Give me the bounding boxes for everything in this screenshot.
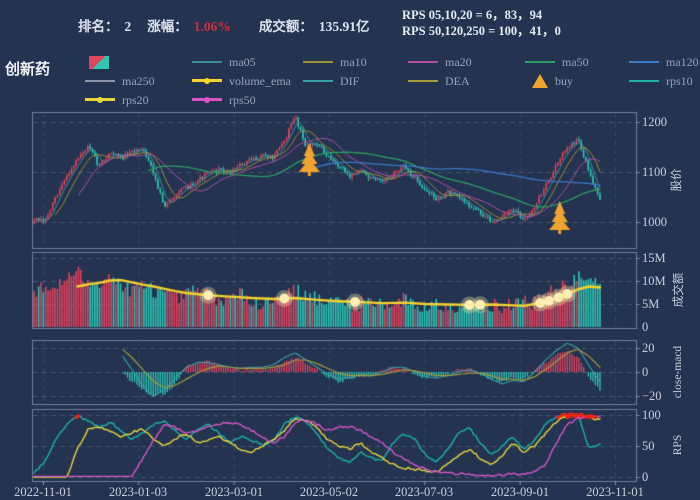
legend-item-ma10: ma10 [303,55,367,69]
rps-tick-100: 100 [642,408,661,422]
legend-label: buy [555,74,573,88]
rps-summary-line1: RPS 05,10,20 = 6，83，94 [402,8,543,22]
legend-label: ma120 [666,55,699,69]
line-swatch-icon [192,74,222,88]
price-tick-1100: 1100 [642,165,667,179]
macd-tick-0: 0 [642,365,649,379]
macd-tick-20: 20 [642,341,655,355]
legend-item-DIF: DIF [303,74,359,88]
turnover-label: 成交额： [258,19,313,34]
legend-item-ma05: ma05 [192,55,256,69]
legend-label: DIF [340,74,360,88]
price-tick-1200: 1200 [642,115,667,129]
x-tick-5: 2023-09-01 [490,485,550,499]
macd-tick-neg20: −20 [642,389,662,403]
legend-item-buy: buy [525,74,573,88]
line-swatch-icon [408,74,438,88]
legend: ma05 ma10 ma20 ma50 ma120 ma250 volume_ema DIF D… [0,0,700,112]
sector-title: 创新药 [5,62,51,78]
rps-summary: RPS 05,10,20 = 6，83，94 RPS 50,120,250 = … [402,7,561,39]
x-tick-3: 2023-05-02 [299,485,359,499]
legend-item-volume_ema: volume_ema [192,74,291,88]
line-swatch-icon [525,55,555,69]
rps-tick-50: 50 [642,439,655,453]
rank-value: 2 [124,19,132,34]
candle-icon [89,55,109,69]
legend-item-ma250: ma250 [85,74,155,88]
legend-label: ma10 [340,55,367,69]
legend-item-rps50: rps50 [192,93,256,107]
line-swatch-icon [192,93,222,107]
legend-item-candle [85,55,116,69]
x-tick-1: 2023-01-03 [108,485,168,499]
buy-triangle-icon [532,74,548,88]
legend-label: DEA [445,74,470,88]
volume-axis-label: 成交额 [673,272,685,308]
x-tick-2: 2023-03-01 [204,485,264,499]
legend-item-ma120: ma120 [629,55,699,69]
line-swatch-icon [629,74,659,88]
rps-summary-line2: RPS 50,120,250 = 100，41，0 [402,24,561,38]
legend-label: rps50 [229,93,256,107]
x-tick-4: 2023-07-03 [394,485,454,499]
legend-label: ma05 [229,55,256,69]
legend-item-ma50: ma50 [525,55,589,69]
legend-item-rps10: rps10 [629,74,693,88]
rps-axis-label: RPS [672,434,684,456]
turnover-value: 135.91亿 [318,19,370,34]
change-value: 1.06% [193,19,231,34]
legend-label: ma250 [122,74,155,88]
change-label: 涨幅： [147,19,188,34]
x-tick-0: 2022-11-01 [14,485,72,499]
volume-tick-0: 0 [642,320,649,334]
line-swatch-icon [303,55,333,69]
legend-label: ma50 [562,55,589,69]
x-tick-6: 2023-11-01 [586,485,644,499]
legend-label: rps10 [666,74,693,88]
line-swatch-icon [629,55,659,69]
line-swatch-icon [85,74,115,88]
legend-item-ma20: ma20 [408,55,472,69]
rank-label: 排名： [78,19,119,34]
volume-tick-5m: 5M [642,297,660,311]
header-stats: 排名： 2 涨幅： 1.06% 成交额： 135.91亿 [78,15,370,35]
legend-item-DEA: DEA [408,74,470,88]
line-swatch-icon [303,74,333,88]
line-swatch-icon [408,55,438,69]
volume-tick-15m: 15M [642,251,666,265]
volume-tick-10m: 10M [642,274,666,288]
price-tick-1000: 1000 [642,215,667,229]
legend-label: rps20 [122,93,149,107]
line-swatch-icon [192,55,222,69]
rps-tick-0: 0 [642,470,649,484]
legend-label: ma20 [445,55,472,69]
price-axis-label: 股价 [671,168,683,192]
legend-item-rps20: rps20 [85,93,149,107]
legend-label: volume_ema [229,74,291,88]
macd-axis-label: close-macd [672,345,684,399]
line-swatch-icon [85,93,115,107]
